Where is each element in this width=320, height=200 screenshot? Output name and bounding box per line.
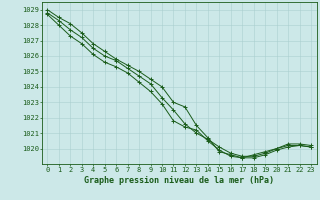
X-axis label: Graphe pression niveau de la mer (hPa): Graphe pression niveau de la mer (hPa) bbox=[84, 176, 274, 185]
